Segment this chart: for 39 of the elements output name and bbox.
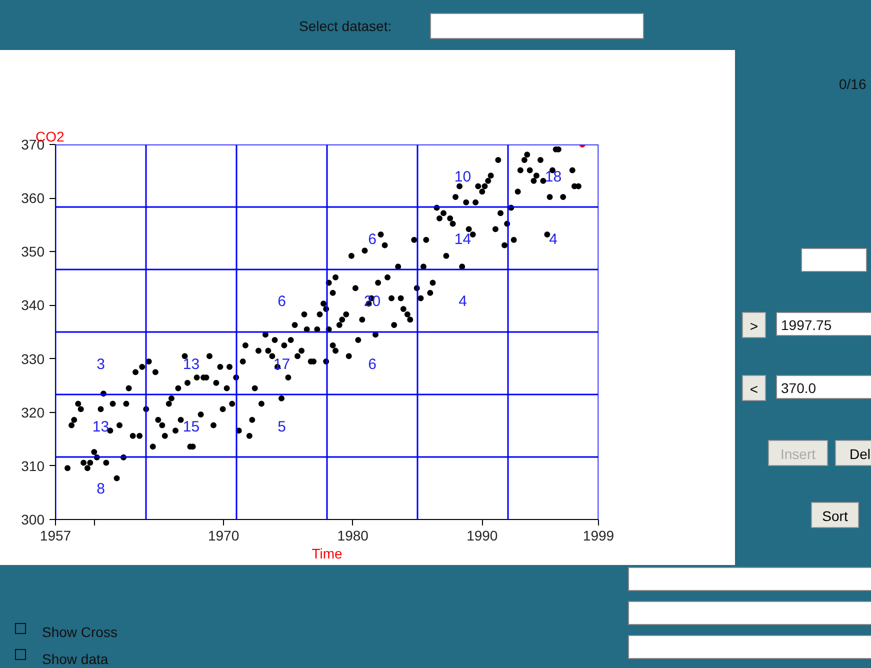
text: 0/16 <box>839 75 866 94</box>
text: 370.0 <box>776 375 871 399</box>
annotation: 13 <box>182 356 200 373</box>
y-tick-label: 300 <box>21 512 45 528</box>
annotation: 17 <box>273 356 290 373</box>
text: > <box>742 312 766 338</box>
y-tick-label: 320 <box>21 404 45 420</box>
annotation: 6 <box>278 293 286 310</box>
y-tick-label: 360 <box>21 190 45 206</box>
x-tick-label: 1957 <box>40 528 72 544</box>
y-tick-label: 340 <box>21 297 45 314</box>
text: Select dataset: <box>299 17 392 36</box>
annotation: 13 <box>92 418 110 436</box>
annotation: 10 <box>454 168 472 186</box>
y-tick-label: 310 <box>21 458 45 474</box>
x-axis-title: Time <box>312 546 343 562</box>
text: Show data <box>42 650 108 668</box>
text: Show Cross <box>42 623 118 642</box>
text: 1997.75 <box>776 312 871 336</box>
text: < <box>742 375 766 401</box>
annotation: 8 <box>96 480 105 498</box>
y-tick-label: 350 <box>21 244 45 260</box>
annotation: 15 <box>182 418 200 436</box>
annotation: 18 <box>544 168 562 186</box>
y-tick-label: 330 <box>21 350 45 367</box>
annotation: 4 <box>458 293 467 310</box>
x-tick-label: 1999 <box>582 528 614 544</box>
annotation: 6 <box>368 356 376 373</box>
x-tick-label: 1970 <box>208 528 240 544</box>
text: Sort <box>811 502 859 528</box>
annotation: 5 <box>278 418 286 436</box>
annotation: 6 <box>368 230 376 248</box>
annotation: 4 <box>549 230 558 248</box>
text: Del <box>835 440 871 466</box>
x-tick-label: 1980 <box>337 528 369 544</box>
text: Insert <box>768 440 828 466</box>
x-tick-label: 1990 <box>466 528 498 544</box>
annotation: 3 <box>96 356 105 373</box>
annotation: 14 <box>454 230 472 248</box>
